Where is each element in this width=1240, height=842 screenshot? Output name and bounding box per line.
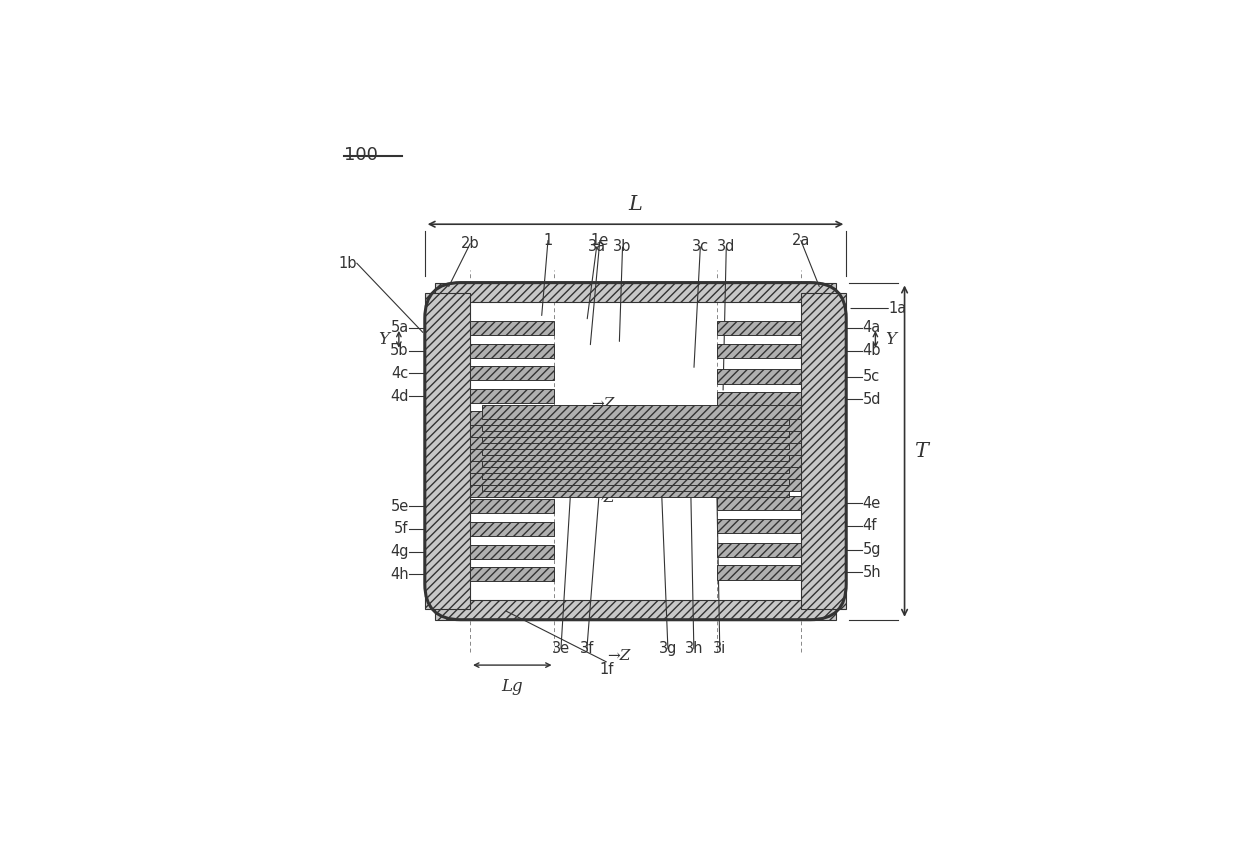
Bar (470, 568, 554, 582)
Text: 2b: 2b (461, 236, 480, 251)
Text: →Z: →Z (591, 491, 615, 505)
Text: 1f: 1f (599, 662, 614, 677)
Text: 1b: 1b (339, 256, 357, 270)
Text: 3h: 3h (684, 642, 703, 657)
Text: 5f: 5f (394, 521, 409, 536)
Bar (470, 447, 789, 461)
Text: 2a: 2a (791, 233, 810, 248)
Text: 4h: 4h (389, 567, 409, 582)
Text: Y: Y (378, 331, 389, 348)
Text: 3e: 3e (552, 642, 570, 657)
Bar (435, 600, 836, 620)
Bar (717, 542, 801, 557)
Bar (470, 545, 554, 559)
Text: 1e: 1e (590, 233, 609, 248)
Text: 4b: 4b (862, 344, 880, 358)
Bar (470, 435, 789, 450)
Bar (482, 429, 801, 444)
Text: 4c: 4c (392, 365, 409, 381)
Text: 3b: 3b (614, 239, 631, 254)
Text: 4a: 4a (862, 321, 880, 335)
Bar (435, 283, 836, 302)
Bar (482, 417, 801, 431)
Bar (482, 477, 801, 491)
Bar (717, 519, 801, 533)
Bar (482, 441, 801, 456)
Bar (717, 392, 801, 407)
Bar (470, 499, 554, 514)
Text: 3f: 3f (580, 642, 594, 657)
Bar (470, 522, 554, 536)
Bar (482, 453, 801, 467)
Text: 4e: 4e (862, 495, 880, 510)
Bar (470, 459, 789, 473)
Bar (470, 366, 554, 381)
Text: 5c: 5c (862, 369, 879, 384)
Text: →Z: →Z (591, 397, 615, 411)
Bar (470, 389, 554, 403)
Bar (470, 321, 554, 335)
Bar (470, 483, 789, 497)
Text: 3g: 3g (658, 642, 677, 657)
Text: 5h: 5h (862, 565, 882, 580)
Text: 3d: 3d (717, 239, 735, 254)
Bar (470, 423, 789, 437)
Bar (470, 471, 789, 485)
Text: L: L (629, 195, 642, 215)
Text: 5e: 5e (391, 498, 409, 514)
Bar (717, 321, 801, 335)
Text: 3a: 3a (588, 239, 605, 254)
Bar (717, 496, 801, 510)
Bar (425, 293, 470, 609)
Text: 4f: 4f (862, 518, 877, 533)
Bar (717, 344, 801, 358)
Text: 4d: 4d (391, 388, 409, 403)
Text: 5b: 5b (391, 344, 409, 358)
Text: 5g: 5g (862, 542, 880, 557)
Bar (470, 411, 789, 425)
Text: 100: 100 (343, 147, 378, 164)
Text: →Z: →Z (608, 649, 631, 663)
FancyBboxPatch shape (425, 283, 846, 620)
Bar (801, 293, 846, 609)
Bar (717, 565, 801, 579)
Text: 4g: 4g (391, 544, 409, 559)
Text: 3i: 3i (713, 642, 727, 657)
Bar (717, 370, 801, 384)
Text: T: T (914, 442, 929, 461)
Text: Lg: Lg (501, 678, 523, 695)
Bar (482, 465, 801, 479)
Text: 5d: 5d (862, 392, 880, 407)
Text: 1a: 1a (888, 301, 906, 316)
Text: Y: Y (885, 331, 897, 348)
Text: 1: 1 (543, 233, 553, 248)
Text: 5a: 5a (391, 321, 409, 335)
Bar (470, 344, 554, 358)
Text: 3c: 3c (692, 239, 709, 254)
Bar (482, 405, 801, 419)
